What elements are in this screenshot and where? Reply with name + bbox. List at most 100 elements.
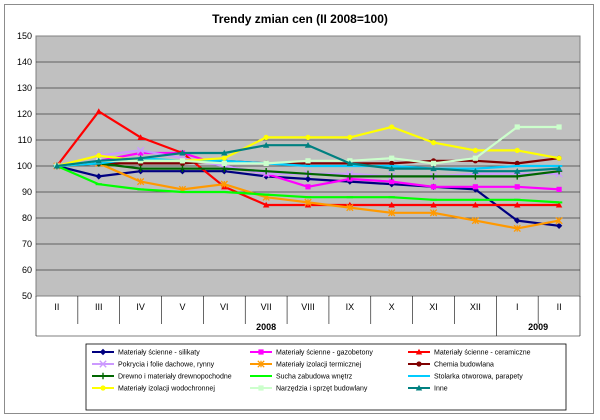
data-point bbox=[304, 170, 312, 177]
legend-entry: Materiały ścienne - silikaty bbox=[92, 348, 200, 357]
legend-label: Materiały izolacji termicznej bbox=[276, 362, 362, 369]
data-point bbox=[262, 168, 270, 175]
y-tick-label: 70 bbox=[22, 239, 32, 249]
data-point bbox=[179, 149, 186, 156]
x-tick-label: VI bbox=[220, 302, 229, 312]
data-point bbox=[304, 175, 312, 183]
legend-label: Materiały izolacji wodochronnej bbox=[118, 386, 215, 393]
data-point bbox=[95, 108, 102, 114]
legend-marker bbox=[99, 372, 107, 380]
data-point bbox=[514, 217, 521, 224]
data-point bbox=[179, 158, 186, 164]
data-point bbox=[137, 134, 144, 140]
data-point bbox=[388, 209, 396, 217]
data-point bbox=[471, 216, 480, 225]
x-tick-label: XI bbox=[429, 302, 438, 312]
data-point bbox=[514, 147, 520, 153]
data-point bbox=[514, 168, 521, 174]
data-point bbox=[304, 198, 312, 207]
data-point bbox=[262, 201, 270, 208]
data-point bbox=[556, 186, 562, 192]
data-point bbox=[96, 153, 102, 159]
y-tick-label: 120 bbox=[17, 109, 32, 119]
data-point bbox=[430, 173, 437, 180]
data-point bbox=[138, 150, 144, 156]
legend-label: Materiały ścienne - silikaty bbox=[118, 350, 200, 357]
legend-entry: Materiały ścienne - gazobetony bbox=[250, 349, 373, 357]
data-point bbox=[137, 165, 144, 172]
legend-label: Sucha zabudowa wnętrz bbox=[276, 374, 353, 381]
data-point bbox=[346, 203, 354, 212]
data-point bbox=[136, 146, 145, 155]
x-tick-label: III bbox=[95, 302, 103, 312]
data-point bbox=[388, 165, 395, 172]
legend-entry: Materiały izolacji termicznej bbox=[250, 360, 362, 369]
legend-entry: Inne bbox=[408, 384, 448, 393]
data-point bbox=[514, 184, 520, 190]
data-point bbox=[472, 147, 478, 153]
series-5 bbox=[53, 159, 563, 233]
y-tick-label: 100 bbox=[17, 161, 32, 171]
legend-entry: Chemia budowlana bbox=[408, 361, 494, 369]
data-point bbox=[430, 160, 437, 166]
legend-label: Materiały ścienne - gazobetony bbox=[276, 350, 373, 357]
legend-marker bbox=[415, 384, 423, 391]
data-point bbox=[263, 134, 269, 140]
x-tick-label: II bbox=[54, 302, 59, 312]
data-point bbox=[389, 124, 395, 130]
data-point bbox=[346, 160, 354, 166]
data-point bbox=[430, 140, 437, 146]
data-point bbox=[388, 173, 395, 180]
data-point bbox=[346, 173, 354, 180]
legend-entry: Pokrycia i folie dachowe, rynny bbox=[92, 360, 215, 369]
year-label-2008: 2008 bbox=[256, 322, 276, 332]
year-label-2009: 2009 bbox=[528, 322, 548, 332]
data-point bbox=[472, 173, 479, 180]
data-point bbox=[347, 134, 353, 140]
y-tick-label: 110 bbox=[18, 135, 32, 145]
data-point bbox=[514, 160, 520, 166]
legend-marker bbox=[416, 361, 422, 367]
legend-label: Materiały ścienne - ceramiczne bbox=[434, 350, 531, 357]
data-point bbox=[556, 155, 562, 161]
x-tick-label: VII bbox=[261, 302, 272, 312]
data-point bbox=[221, 155, 227, 161]
data-point bbox=[472, 155, 478, 161]
legend-marker bbox=[99, 348, 107, 356]
y-tick-label: 60 bbox=[22, 265, 32, 275]
data-point bbox=[472, 201, 479, 208]
x-tick-label: I bbox=[516, 302, 519, 312]
data-point bbox=[388, 201, 395, 208]
y-tick-label: 90 bbox=[22, 187, 32, 197]
data-point bbox=[305, 134, 311, 140]
data-point bbox=[389, 160, 395, 166]
data-point bbox=[305, 184, 311, 190]
x-tick-label: IX bbox=[346, 302, 355, 312]
x-tick-label: V bbox=[179, 302, 185, 312]
data-point bbox=[555, 165, 563, 172]
legend-marker bbox=[258, 385, 264, 391]
data-point bbox=[138, 158, 144, 164]
data-point bbox=[53, 162, 61, 169]
data-point bbox=[220, 180, 228, 188]
data-point bbox=[95, 173, 102, 180]
data-point bbox=[472, 184, 478, 190]
data-point bbox=[556, 124, 562, 130]
legend-entry: Materiały ścienne - ceramiczne bbox=[408, 348, 531, 357]
legend-label: Pokrycia i folie dachowe, rynny bbox=[118, 362, 215, 369]
series-12 bbox=[53, 142, 563, 174]
legend-entry: Drewno i materiały drewnopochodne bbox=[92, 372, 232, 381]
x-tick-label: X bbox=[389, 302, 395, 312]
legend-entry: Narzędzia i sprzęt budowlany bbox=[250, 385, 368, 393]
data-point bbox=[514, 173, 521, 180]
legend-label: Chemia budowlana bbox=[434, 362, 494, 369]
legend-entry: Materiały izolacji wodochronnej bbox=[92, 385, 215, 393]
x-tick-label: VIII bbox=[301, 302, 315, 312]
data-point bbox=[514, 201, 521, 208]
y-tick-label: 140 bbox=[17, 57, 32, 67]
legend-marker bbox=[415, 348, 423, 355]
chart-title: Trendy zmian cen (II 2008=100) bbox=[212, 12, 388, 26]
legend-marker bbox=[99, 360, 107, 368]
data-point bbox=[95, 157, 102, 164]
